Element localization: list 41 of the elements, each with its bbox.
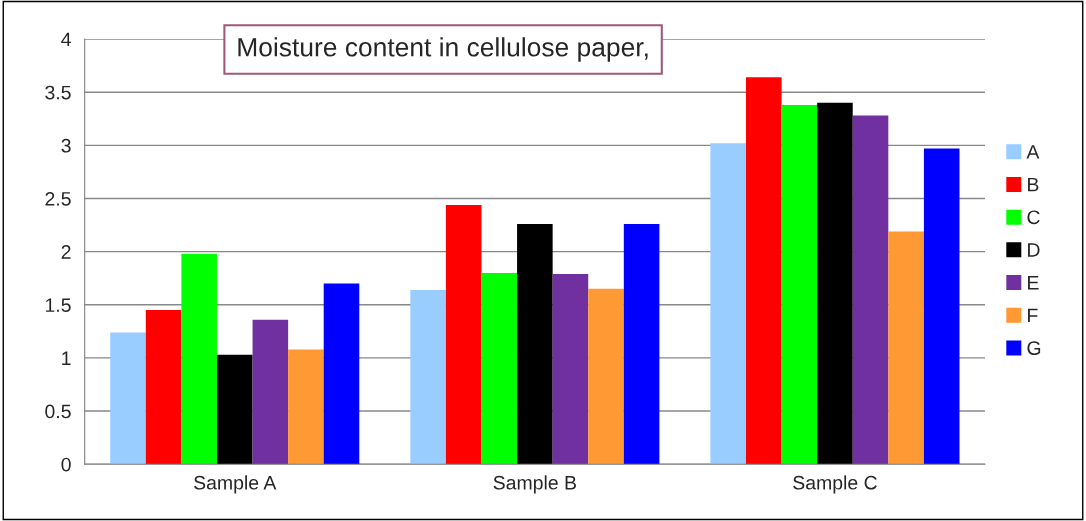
x-tick-label: Sample C <box>793 475 877 494</box>
bar <box>888 231 924 465</box>
bar <box>110 332 146 465</box>
legend-label: C <box>1027 210 1040 225</box>
bar <box>216 354 253 465</box>
bar <box>746 77 782 465</box>
legend-label: D <box>1028 243 1040 257</box>
bar <box>781 104 818 465</box>
bar <box>481 272 518 465</box>
bar <box>817 102 853 465</box>
bar <box>323 283 360 465</box>
y-tick-label: 2 <box>61 245 71 259</box>
bar <box>588 288 624 465</box>
bar <box>252 319 289 465</box>
legend-label: A <box>1026 145 1040 159</box>
y-tick-label: 0 <box>61 457 71 472</box>
legend-label: E <box>1028 276 1039 290</box>
x-tick-label: Sample A <box>194 475 277 494</box>
bar <box>552 273 589 465</box>
bar <box>852 115 889 465</box>
y-tick-label: 2.5 <box>45 191 71 206</box>
bar <box>710 143 746 465</box>
bar <box>288 349 324 465</box>
bar <box>923 148 960 465</box>
legend-label: F <box>1028 308 1038 323</box>
bar <box>145 310 182 465</box>
y-tick-label: 3 <box>61 138 71 153</box>
x-tick-label: Sample B <box>493 475 576 494</box>
y-tick-label: 1 <box>62 351 71 365</box>
y-tick-label: 0.5 <box>45 404 71 419</box>
legend-label: B <box>1028 177 1039 192</box>
bar <box>445 204 482 465</box>
bar <box>623 224 660 465</box>
legend-label: G <box>1027 341 1041 355</box>
bar <box>181 253 217 465</box>
y-tick-label: 4 <box>61 32 71 47</box>
y-tick-label: 1.5 <box>45 298 71 313</box>
y-tick-label: 3.5 <box>45 85 71 100</box>
bar <box>410 289 446 465</box>
bar <box>517 224 553 465</box>
chart-title: Moisture content in cellulose paper, <box>238 37 648 62</box>
